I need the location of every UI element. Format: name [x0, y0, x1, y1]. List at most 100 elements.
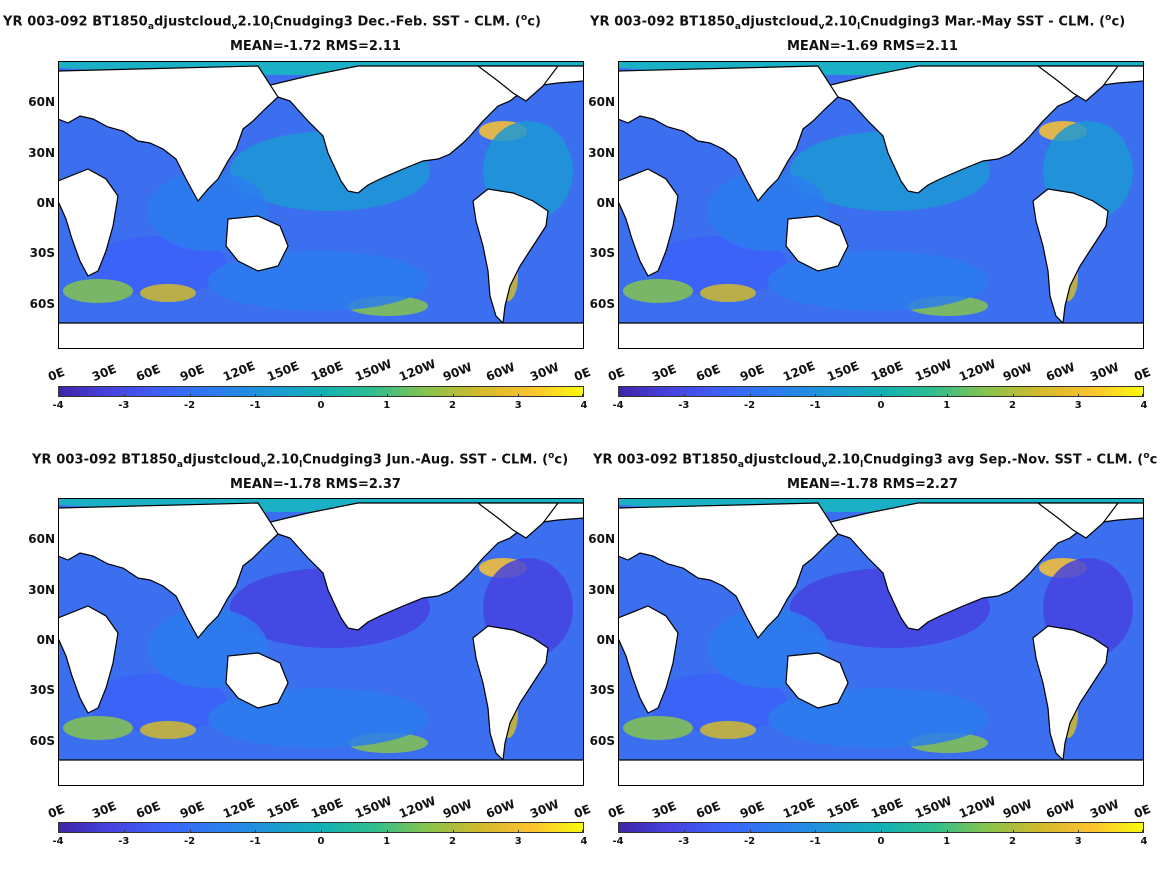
title-part: l — [299, 459, 303, 470]
panel-title: YR 003-092 BT1850adjustcloudv2.10lCnudgi… — [590, 13, 1125, 32]
title-part: a — [737, 459, 744, 470]
land-mass — [225, 215, 289, 272]
land-mass — [58, 65, 279, 203]
land-mass — [1032, 188, 1109, 325]
colorbar-tick-label: 0 — [317, 400, 325, 411]
title-part: Cnudging3 avg Sep.-Nov. SST - CLM. ( — [863, 452, 1144, 468]
anomaly-region — [140, 284, 196, 302]
colorbar-tick — [123, 394, 125, 397]
colorbar-tick-label: -3 — [118, 400, 130, 411]
colorbar-tick-label: 3 — [1074, 836, 1082, 847]
colorbar-tick-label: -3 — [678, 400, 690, 411]
title-part: l — [860, 459, 864, 470]
colorbar-tick — [683, 830, 685, 833]
anomaly-region — [63, 279, 133, 303]
colorbar-tick — [749, 394, 751, 397]
latitude-label: 30S — [589, 683, 615, 697]
mean-rms-stats: MEAN=-1.78 RMS=2.27 — [787, 477, 958, 492]
mean-rms-stats: MEAN=-1.78 RMS=2.37 — [230, 477, 401, 492]
anomaly-region — [700, 284, 756, 302]
colorbar-tick — [683, 394, 685, 397]
colorbar-tick-label: 4 — [1140, 400, 1148, 411]
latitude-label: 30N — [588, 583, 615, 597]
land-mass — [225, 652, 289, 709]
title-part: o — [1143, 451, 1150, 461]
land-mass — [58, 322, 584, 349]
colorbar-tick-label: 1 — [943, 836, 951, 847]
colorbar-tick-label: 4 — [580, 400, 588, 411]
colorbar-tick — [255, 830, 257, 833]
latitude-label: 0N — [36, 633, 55, 647]
latitude-label: 60N — [588, 532, 615, 546]
latitude-label: 30S — [29, 683, 55, 697]
colorbar-tick — [1012, 394, 1014, 397]
title-part: Cnudging3 Jun.-Aug. SST - CLM. ( — [302, 452, 549, 468]
sst-map — [58, 61, 584, 349]
colorbar-tick-label: -2 — [183, 400, 196, 411]
title-part: YR 003-092 BT1850 — [593, 452, 738, 468]
colorbar-tick — [1142, 394, 1143, 397]
land-mass — [58, 605, 119, 714]
anomaly-region — [648, 673, 788, 733]
title-part: Cnudging3 Mar.-May SST - CLM. ( — [860, 14, 1106, 30]
mean-rms-stats: MEAN=-1.69 RMS=2.11 — [787, 39, 958, 54]
colorbar-tick — [946, 394, 948, 397]
colorbar-tick — [452, 830, 454, 833]
latitude-label: 60S — [589, 734, 615, 748]
colorbar-tick-label: -4 — [612, 836, 624, 847]
colorbar-tick — [58, 394, 59, 397]
title-part: a — [734, 21, 741, 32]
colorbar-tick — [321, 830, 322, 833]
colorbar-tick-label: -3 — [678, 836, 690, 847]
land-mass — [618, 65, 839, 203]
colorbar-tick-label: 0 — [877, 400, 885, 411]
map-frame — [58, 498, 584, 786]
colorbar-tick-label: -1 — [809, 836, 821, 847]
colorbar-tick — [881, 394, 882, 397]
colorbar-tick — [749, 830, 751, 833]
title-part: djustcloud — [741, 14, 819, 30]
colorbar-tick — [58, 830, 59, 833]
colorbar-tick-label: -4 — [612, 400, 624, 411]
title-part: Cnudging3 Dec.-Feb. SST - CLM. ( — [273, 14, 521, 30]
colorbar-tick-label: 2 — [1009, 400, 1016, 411]
colorbar-tick — [123, 830, 125, 833]
colorbar-tick — [1078, 394, 1080, 397]
land-mass — [1032, 625, 1109, 762]
colorbar-tick-label: -2 — [743, 400, 756, 411]
map-frame — [58, 61, 584, 349]
title-part: v — [260, 459, 267, 470]
latitude-label: 60N — [588, 95, 615, 109]
title-part: djustcloud — [744, 452, 822, 468]
title-part: o — [520, 13, 528, 23]
title-part: v — [821, 459, 828, 470]
land-mass — [472, 625, 549, 762]
land-mass — [58, 502, 279, 640]
title-part: c) — [1111, 14, 1126, 30]
colorbar-tick-label: -1 — [249, 400, 261, 411]
colorbar-tick — [1012, 830, 1014, 833]
title-part: o — [1105, 13, 1112, 23]
title-part: 2.10 — [827, 452, 861, 468]
latitude-label: 30N — [588, 146, 615, 160]
colorbar-tick-label: 2 — [449, 400, 456, 411]
colorbar-tick-label: 0 — [877, 836, 885, 847]
anomaly-region — [63, 716, 133, 740]
colorbar-tick — [189, 394, 191, 397]
panel-title: YR 003-092 BT1850adjustcloudv2.10lCnudgi… — [32, 451, 568, 470]
colorbar-tick — [452, 394, 454, 397]
colorbar-tick — [255, 394, 257, 397]
title-part: c) — [527, 14, 542, 30]
sst-anomaly-map-svg — [618, 61, 1144, 349]
mean-rms-stats: MEAN=-1.72 RMS=2.11 — [230, 39, 401, 54]
title-part: 2.10 — [237, 14, 271, 30]
land-mass — [476, 65, 560, 102]
sst-anomaly-map-svg — [58, 61, 584, 349]
colorbar-tick-label: 2 — [449, 836, 456, 847]
sst-map — [58, 498, 584, 786]
colorbar-tick-label: 4 — [1140, 836, 1148, 847]
anomaly-region — [140, 721, 196, 739]
latitude-label: 60S — [29, 734, 55, 748]
sst-map — [618, 498, 1144, 786]
sst-anomaly-map-svg — [58, 498, 584, 786]
